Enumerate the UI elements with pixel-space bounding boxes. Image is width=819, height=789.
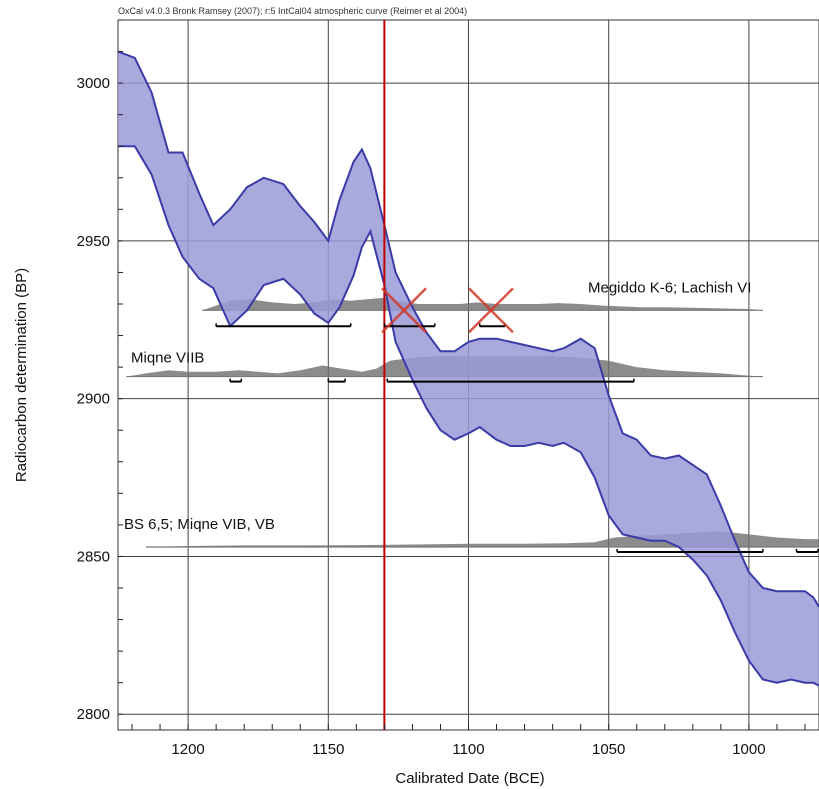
chart-title: OxCal v4.0.3 Bronk Ramsey (2007); r:5 In…	[118, 6, 467, 16]
rejected-marker	[381, 287, 427, 334]
rejected-marker	[468, 287, 514, 334]
y-tick-label: 2900	[77, 391, 110, 408]
series-label-2: Miqne VIIB	[131, 350, 204, 367]
x-axis-label: Calibrated Date (BCE)	[395, 770, 544, 787]
range-brackets	[215, 323, 819, 553]
x-tick-label: 1200	[171, 741, 204, 758]
calibration-lower-edge	[118, 145, 819, 687]
series-label-1: Megiddo K-6; Lachish VI	[588, 279, 751, 296]
calibration-upper-edge	[117, 50, 819, 608]
series-label-3: BS 6,5; Miqne VIB, VB	[124, 516, 275, 533]
y-tick-label: 2950	[77, 233, 110, 250]
x-tick-label: 1150	[312, 741, 344, 758]
axes: 1200 1150 1100 1050 1000 2800 2850 2900 2950 3000	[77, 19, 806, 758]
y-axis-label: Radiocarbon determination (BP)	[13, 268, 30, 482]
y-tick-label: 3000	[77, 75, 110, 92]
y-tick-label: 2800	[77, 706, 110, 723]
x-tick-label: 1100	[452, 741, 484, 758]
series-labels: Megiddo K-6; Lachish VI Miqne VIIB BS 6,5;…	[124, 279, 751, 533]
calibration-curve	[117, 50, 819, 687]
x-tick-label: 1050	[592, 741, 625, 758]
x-tick-label: 1000	[732, 741, 765, 758]
calibration-band	[118, 51, 819, 686]
y-tick-label: 2850	[77, 548, 110, 565]
rejected-markers	[381, 287, 514, 334]
